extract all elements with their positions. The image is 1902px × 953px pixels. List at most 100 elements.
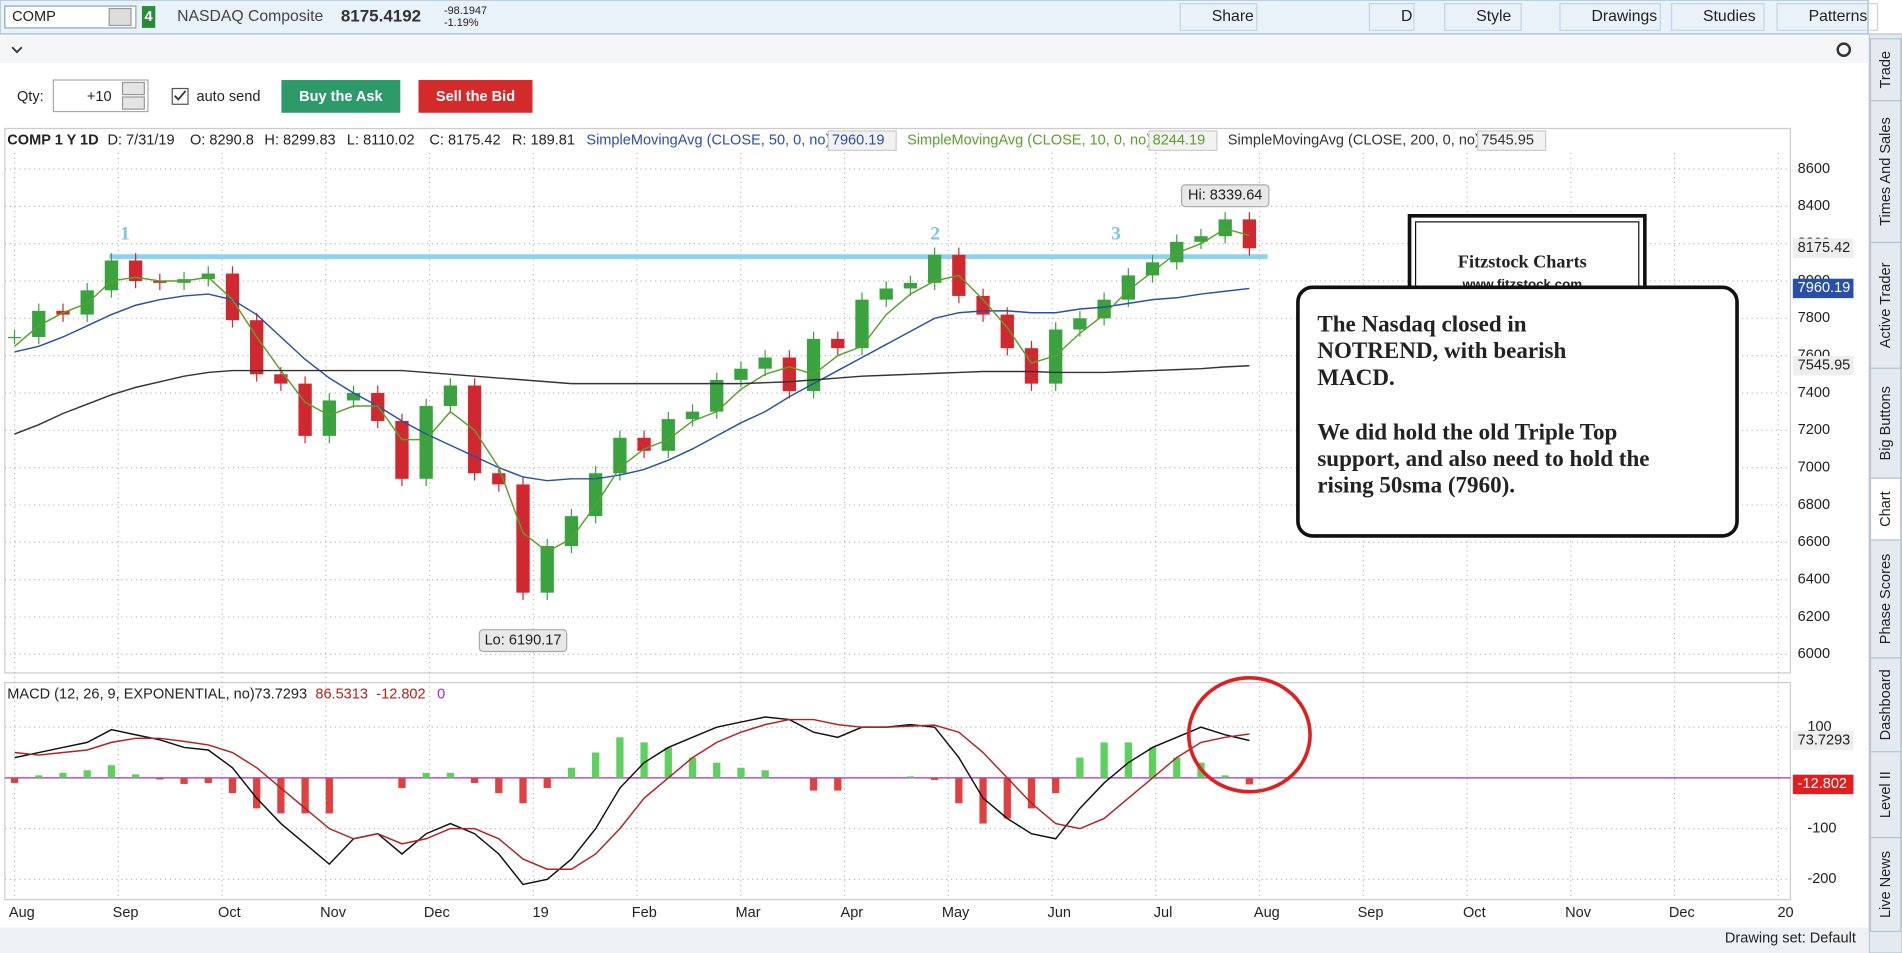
month-label: Oct xyxy=(218,905,241,921)
toolbar-button[interactable] xyxy=(1559,3,1661,31)
candle xyxy=(250,320,264,375)
candle xyxy=(274,374,288,384)
sidebar-label: Trade xyxy=(1878,51,1894,88)
histogram-bar xyxy=(519,777,527,804)
histogram-bar xyxy=(640,742,648,778)
sidebar-label: Times And Sales xyxy=(1878,117,1894,226)
histogram-bar xyxy=(809,777,818,791)
toolbar-button[interactable] xyxy=(1444,3,1522,31)
note-line: rising 50sma (7960). xyxy=(1317,472,1515,498)
histogram-bar xyxy=(1124,742,1132,778)
info-item: O: 8290.8 xyxy=(190,132,254,148)
histogram-bar xyxy=(616,737,624,778)
info-item: R: 189.81 xyxy=(512,132,575,148)
y-tick-label: 6200 xyxy=(1798,609,1830,625)
toolbar-button[interactable] xyxy=(1670,3,1765,31)
symbol-dropdown[interactable] xyxy=(108,7,132,27)
candle xyxy=(879,288,893,300)
y-tick-label: 6600 xyxy=(1798,534,1830,550)
y-tick-label: 6800 xyxy=(1798,497,1830,513)
candle xyxy=(395,420,409,479)
histogram-bar xyxy=(325,777,333,814)
sidebar-tab[interactable] xyxy=(1869,836,1902,933)
histogram-bar xyxy=(955,777,963,804)
note-line: MACD. xyxy=(1317,364,1394,390)
auto-send: auto send xyxy=(197,89,261,105)
qty-up[interactable] xyxy=(121,81,145,96)
candle xyxy=(831,338,845,349)
candle xyxy=(564,516,579,547)
candle xyxy=(855,299,869,349)
histogram-bar xyxy=(834,777,842,791)
toolbar-button[interactable] xyxy=(1368,3,1415,31)
description: NASDAQ Composite xyxy=(177,8,323,25)
last-value-bubble xyxy=(1792,730,1854,751)
buy: Buy the Ask xyxy=(299,89,383,105)
y-tick-label: 8600 xyxy=(1798,161,1830,177)
chart: Aug Sep Oct Nov Dec 19 Feb Mar Apr May Jun Jul Aug Se… xyxy=(4,152,1854,921)
histogram-bar xyxy=(83,770,91,778)
extreme-label: Hi: 8339.64 xyxy=(1188,188,1262,204)
qty-label: Qty: xyxy=(17,89,44,105)
histogram-bar xyxy=(35,775,43,778)
sidebar-tab[interactable] xyxy=(1869,367,1902,479)
sidebar-label: Big Buttons xyxy=(1878,386,1894,460)
sidebar-tab[interactable] xyxy=(1869,100,1902,244)
sidebar-label: Chart xyxy=(1878,491,1894,527)
last-value-bubble xyxy=(1792,278,1854,299)
macd-tick-label: -200 xyxy=(1807,871,1836,887)
candle xyxy=(153,280,167,283)
status-bar xyxy=(0,927,1869,953)
buy-button[interactable] xyxy=(281,80,401,113)
histogram-bar xyxy=(277,777,285,814)
macd-value: 73.7293 xyxy=(254,687,307,703)
sell: Sell the Bid xyxy=(436,89,515,105)
histogram-bar xyxy=(59,772,67,778)
histogram-bar xyxy=(180,777,188,784)
last-value-bubble xyxy=(1792,774,1854,795)
symbol-box[interactable] xyxy=(4,5,137,29)
candle xyxy=(976,295,990,315)
macd-line xyxy=(14,718,1250,870)
histogram-bar xyxy=(228,777,237,794)
month-label: Sep xyxy=(1358,905,1384,921)
macd-value: -12.802 xyxy=(376,687,425,703)
sell-button[interactable] xyxy=(418,80,533,113)
sidebar-tab[interactable] xyxy=(1869,241,1902,369)
last-price: 8175.4192 xyxy=(341,6,421,25)
last-value-bubble xyxy=(1792,238,1854,258)
link-box[interactable] xyxy=(141,6,156,28)
macd-panel xyxy=(4,682,1792,901)
macd-value: 86.5313 xyxy=(315,687,368,703)
histogram-bar xyxy=(761,770,769,778)
sidebar-tab[interactable] xyxy=(1869,751,1902,839)
candle xyxy=(225,273,240,321)
histogram-bar xyxy=(1173,757,1181,778)
sidebar-label: Active Trader xyxy=(1878,262,1894,348)
study-label: SimpleMovingAvg (CLOSE, 200, 0, no) xyxy=(1228,132,1480,148)
y-tick-label: 6000 xyxy=(1798,646,1830,662)
collapse-icon[interactable] xyxy=(11,46,23,54)
y-tick-label: 7000 xyxy=(1798,459,1830,475)
histogram-bar xyxy=(592,752,600,778)
candle xyxy=(1194,236,1208,242)
top-toolbar xyxy=(0,0,1869,35)
histogram-bar xyxy=(979,777,987,824)
candle xyxy=(1073,318,1087,330)
toolbar-button[interactable] xyxy=(1179,3,1258,31)
qty-down[interactable] xyxy=(121,96,145,110)
toolbar-button[interactable] xyxy=(1776,3,1879,31)
study-value: 7545.95 xyxy=(1481,132,1534,148)
candle xyxy=(104,260,119,291)
candle xyxy=(7,336,22,339)
moving-average xyxy=(14,227,1250,553)
candle xyxy=(1000,314,1014,349)
candle xyxy=(661,419,675,451)
month-label: Nov xyxy=(1565,905,1592,921)
settings-icon[interactable] xyxy=(1836,42,1852,57)
histogram-bar xyxy=(204,777,212,783)
y-tick-label: 7200 xyxy=(1798,422,1830,438)
pattern-marker: 1 xyxy=(120,223,130,244)
histogram-bar xyxy=(567,767,576,778)
candle xyxy=(1218,219,1232,237)
